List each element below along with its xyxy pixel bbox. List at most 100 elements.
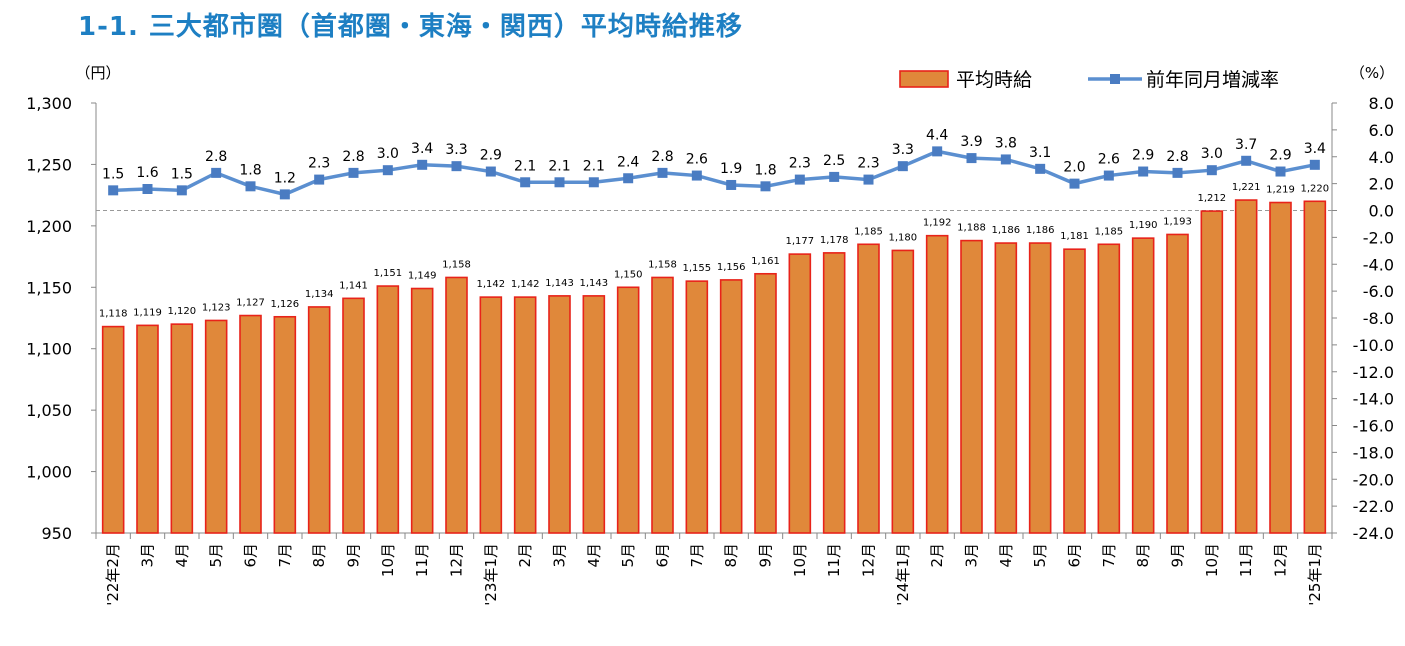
bar-average-wage <box>960 239 983 534</box>
line-point-marker <box>142 184 153 194</box>
left-tick-label: 1,200 <box>26 217 72 236</box>
line-point-marker <box>1172 167 1183 178</box>
axes-group: 950 1,000 1,050 1,100 1,150 1,200 1,250 1,300（円… <box>26 64 1394 606</box>
x-category-label: 4月 <box>585 543 603 568</box>
right-tick-label: -14.0 <box>1353 390 1394 409</box>
bar-average-wage <box>410 287 434 534</box>
bars-group <box>101 199 1327 534</box>
x-category-label: 8月 <box>722 543 740 568</box>
left-tick-label: 1,000 <box>26 463 72 482</box>
x-category-label: 9月 <box>1169 543 1187 568</box>
bar-value-label: 1,185 <box>854 226 883 237</box>
line-point-marker <box>279 189 290 200</box>
line-value-label: 2.8 <box>1166 149 1188 165</box>
left-tick-label: 1,050 <box>26 401 72 420</box>
line-point-marker <box>314 174 325 185</box>
line-point-marker <box>451 161 462 172</box>
bar-average-wage <box>719 279 743 534</box>
line-point-marker <box>588 177 599 188</box>
bar-average-wage <box>307 306 331 534</box>
bar-value-label: 1,143 <box>545 278 574 289</box>
bar-value-label: 1,161 <box>751 256 780 267</box>
line-point-marker <box>966 153 977 164</box>
bar-average-wage <box>1200 210 1224 534</box>
line-value-label: 2.8 <box>205 149 227 165</box>
line-group <box>108 146 1320 200</box>
line-point-marker <box>348 167 359 178</box>
x-category-label: 11月 <box>825 543 843 577</box>
bar-value-label: 1,185 <box>1095 226 1124 237</box>
line-value-label: 3.9 <box>960 134 982 150</box>
right-tick-label: -16.0 <box>1353 417 1394 436</box>
bar-average-wage <box>1063 248 1086 534</box>
x-category-label: 12月 <box>448 543 466 577</box>
bar-average-wage <box>479 296 503 534</box>
line-value-label: 1.2 <box>274 170 296 186</box>
left-tick-label: 1,150 <box>26 278 72 297</box>
x-category-label: 4月 <box>173 543 191 568</box>
x-category-label: 4月 <box>997 543 1015 568</box>
line-value-label: 2.9 <box>480 148 502 164</box>
x-category-label: '25年1月 <box>1306 543 1324 606</box>
bar-value-label: 1,181 <box>1060 231 1089 242</box>
line-point-marker <box>863 174 874 185</box>
right-tick-label: -8.0 <box>1363 309 1394 328</box>
x-category-label: 5月 <box>619 543 637 568</box>
bar-value-label: 1,193 <box>1163 216 1192 227</box>
right-tick-label: -12.0 <box>1353 363 1394 382</box>
right-axis-unit: （%） <box>1350 64 1394 82</box>
bar-value-label: 1,143 <box>580 278 609 289</box>
bar-average-wage <box>445 276 468 534</box>
line-point-marker <box>829 171 840 182</box>
bar-value-label: 1,220 <box>1301 183 1330 194</box>
right-tick-label: -4.0 <box>1363 255 1394 274</box>
bar-average-wage <box>376 285 400 534</box>
line-value-label: 1.8 <box>754 162 776 178</box>
x-category-label: 3月 <box>963 543 981 568</box>
right-tick-label: -6.0 <box>1363 282 1394 301</box>
line-point-marker <box>1206 165 1217 176</box>
x-category-label: 6月 <box>1066 543 1084 568</box>
x-category-label: '22年2月 <box>104 543 122 606</box>
line-point-marker <box>1275 166 1286 177</box>
bar-value-label: 1,177 <box>786 236 815 247</box>
bar-average-wage <box>1269 201 1292 534</box>
bar-value-label: 1,142 <box>511 279 540 290</box>
bar-average-wage <box>1303 200 1327 534</box>
bar-value-label: 1,155 <box>683 263 712 274</box>
line-point-marker <box>1138 166 1149 177</box>
line-point-marker <box>726 179 737 190</box>
bar-average-wage <box>616 286 640 534</box>
right-tick-label: 4.0 <box>1369 148 1394 167</box>
left-tick-label: 950 <box>41 524 72 543</box>
bar-value-label: 1,212 <box>1198 193 1227 204</box>
x-category-label: 10月 <box>791 543 809 577</box>
bar-value-label: 1,186 <box>992 225 1021 236</box>
right-tick-label: -10.0 <box>1353 336 1394 355</box>
legend-swatch-bar <box>899 70 949 88</box>
x-category-label: 5月 <box>207 543 225 568</box>
line-point-marker <box>1241 155 1252 166</box>
bar-value-label: 1,178 <box>820 235 849 246</box>
line-value-label: 3.0 <box>1201 146 1223 162</box>
right-tick-label: -18.0 <box>1353 443 1394 462</box>
bar-average-wage <box>582 295 606 534</box>
line-point-marker <box>657 167 668 178</box>
bar-value-label: 1,190 <box>1129 220 1158 231</box>
legend: 平均時給 前年同月増減率 <box>899 69 1279 91</box>
bar-value-label: 1,186 <box>1026 225 1055 236</box>
bar-average-wage <box>273 315 297 534</box>
bar-average-wage <box>204 319 228 534</box>
bar-average-wage <box>513 296 537 534</box>
bar-average-wage <box>101 325 125 534</box>
bar-average-wage <box>685 280 709 534</box>
bar-average-wage <box>788 253 812 534</box>
bar-average-wage <box>651 276 674 534</box>
x-category-label: 2月 <box>516 543 534 568</box>
bar-average-wage <box>1131 237 1155 534</box>
labels-group: 1,118 1,119 1,120 1,123 1,127 1,126 1,134 1,141… <box>99 127 1329 319</box>
left-axis-unit: （円） <box>75 64 120 82</box>
line-point-marker <box>211 167 222 178</box>
bar-value-label: 1,119 <box>133 307 162 318</box>
